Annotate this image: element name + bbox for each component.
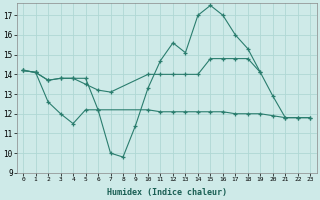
X-axis label: Humidex (Indice chaleur): Humidex (Indice chaleur) [107, 188, 227, 197]
